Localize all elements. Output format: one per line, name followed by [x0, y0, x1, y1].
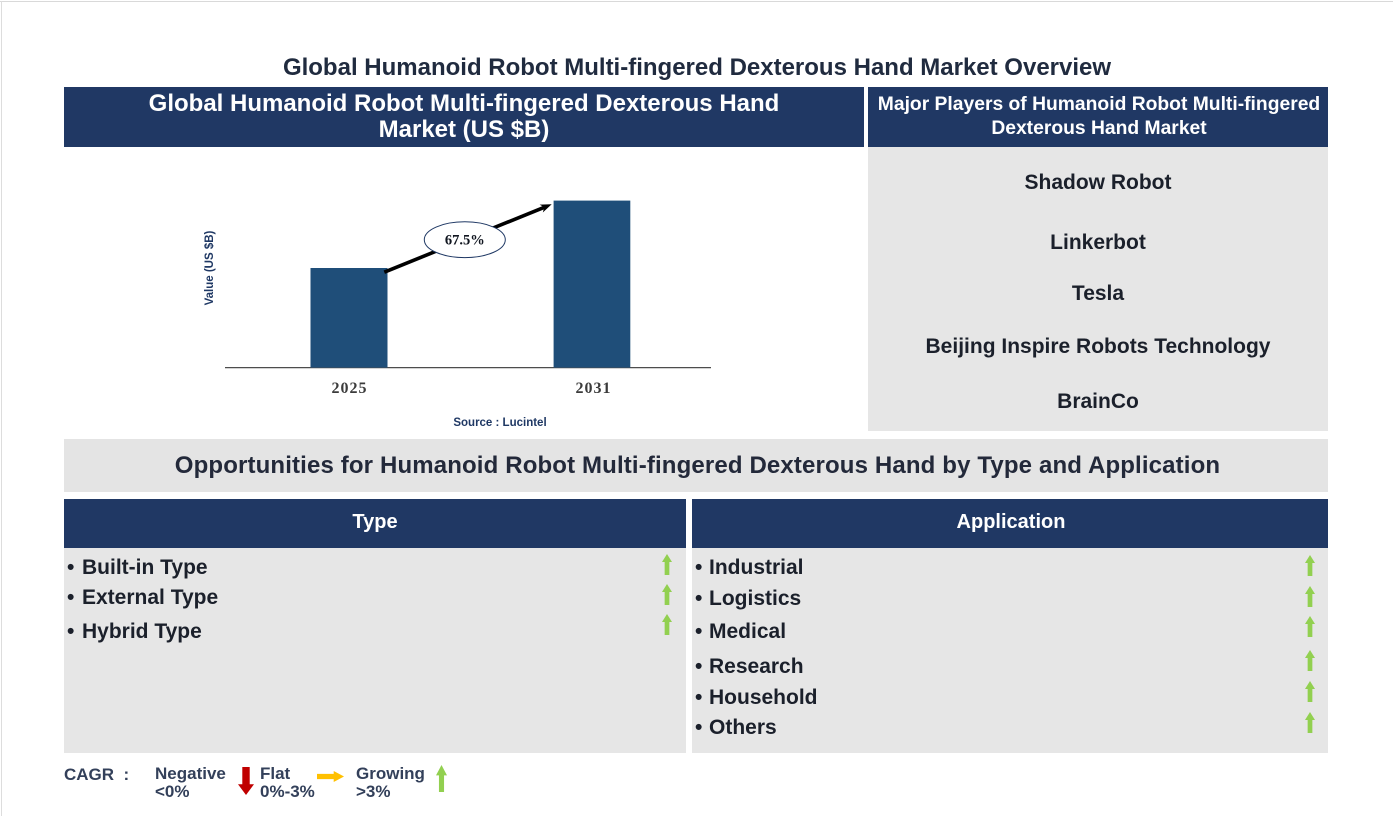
svg-text:67.5%: 67.5% [445, 233, 485, 249]
